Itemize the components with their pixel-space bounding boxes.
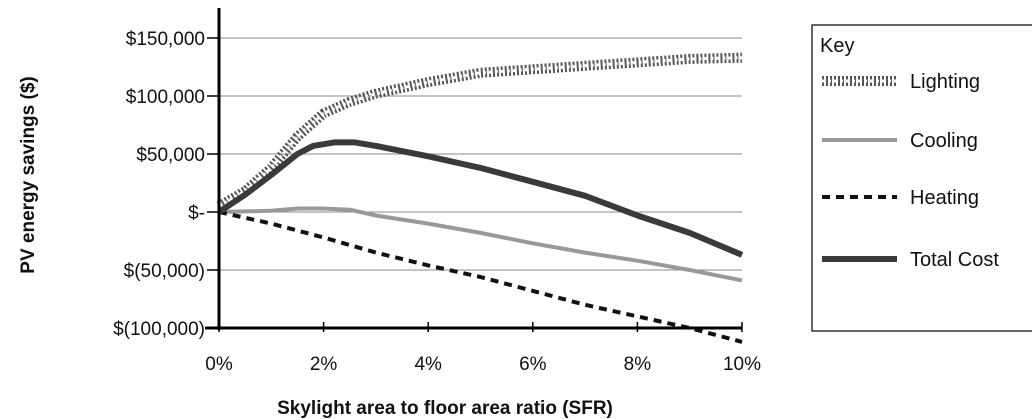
legend-box [811, 24, 1032, 332]
x-tick-label: 6% [519, 354, 547, 375]
series-lines [216, 52, 744, 344]
x-tick-label: 2% [310, 354, 338, 375]
series-line-total-cost [217, 139, 744, 258]
y-tick-label: $150,000 [126, 29, 205, 50]
series-line-heating [218, 210, 743, 344]
x-tick-label: 8% [624, 354, 652, 375]
series-line-lighting [218, 56, 743, 208]
x-tick-label: 4% [414, 354, 442, 375]
legend-label-heating: Heating [910, 187, 979, 209]
y-axis-title: PV energy savings ($) [18, 76, 39, 273]
x-axis-title: Skylight area to floor area ratio (SFR) [277, 398, 613, 419]
x-tick-label: 10% [723, 354, 761, 375]
y-tick-label: $(100,000) [113, 319, 205, 340]
y-tick-labels: $(100,000) $(50,000) $- $50,000 $100,000 $150… [113, 29, 205, 340]
y-tick-label: $50,000 [136, 145, 205, 166]
legend: Key Lighting Cooling Heating Total Cost [811, 24, 1032, 332]
x-tick-labels: 0% 2% 4% 6% 8% 10% [205, 354, 761, 375]
series-line-lighting [216, 52, 743, 211]
x-tick-label: 0% [205, 354, 233, 375]
y-tick-label: $(50,000) [124, 261, 205, 282]
legend-label-total-cost: Total Cost [910, 249, 999, 271]
legend-label-cooling: Cooling [910, 130, 978, 152]
legend-title: Key [820, 35, 854, 57]
y-tick-label: $100,000 [126, 87, 205, 108]
gridlines [207, 37, 743, 332]
series-line-cooling [218, 206, 743, 283]
legend-label-lighting: Lighting [910, 71, 980, 93]
y-tick-label: $- [188, 203, 205, 224]
axes [205, 8, 742, 330]
legend-items: Lighting Cooling Heating Total Cost [822, 71, 999, 271]
